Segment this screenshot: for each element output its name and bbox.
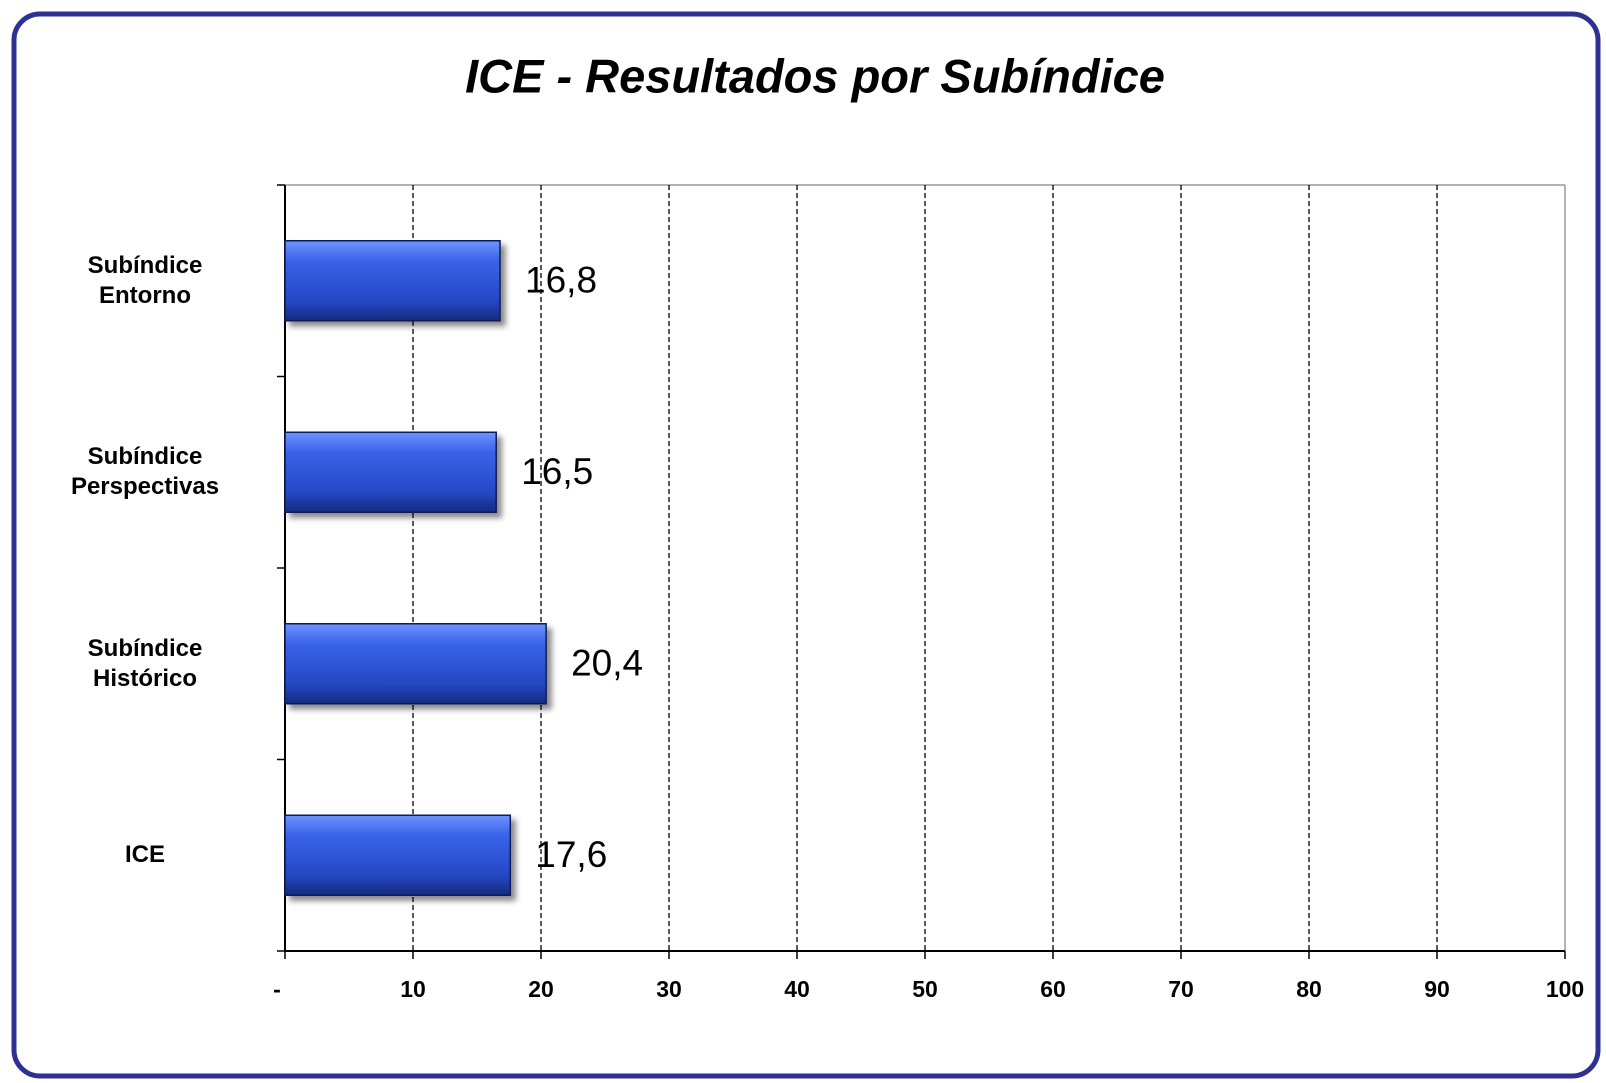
value-label: 17,6 bbox=[535, 834, 607, 875]
x-tick-label: 80 bbox=[1296, 976, 1322, 1002]
x-tick-label: 20 bbox=[528, 976, 554, 1002]
x-tick-label: 50 bbox=[912, 976, 938, 1002]
x-tick-label: 90 bbox=[1424, 976, 1450, 1002]
bar bbox=[284, 240, 501, 322]
x-tick-label: 70 bbox=[1168, 976, 1194, 1002]
bar bbox=[284, 431, 497, 513]
value-label: 20,4 bbox=[571, 643, 643, 684]
x-tick-label: 60 bbox=[1040, 976, 1066, 1002]
x-tick-label: 40 bbox=[784, 976, 810, 1002]
value-label: 16,8 bbox=[525, 260, 597, 301]
bar bbox=[284, 623, 547, 705]
y-tick-label: Subíndice Entorno bbox=[87, 251, 203, 309]
y-tick-label: Subíndice Perspectivas bbox=[70, 443, 220, 501]
value-label: 16,5 bbox=[521, 451, 593, 492]
x-tick-label: 100 bbox=[1546, 976, 1584, 1002]
y-tick-label: Subíndice Histórico bbox=[87, 634, 203, 692]
chart-title: ICE - Resultados por Subíndice bbox=[465, 49, 1165, 102]
x-tick-label: 30 bbox=[656, 976, 682, 1002]
x-tick-label: - bbox=[273, 976, 281, 1002]
y-tick-label: ICE bbox=[124, 841, 165, 869]
chart-border bbox=[11, 11, 1601, 1079]
bar bbox=[284, 814, 512, 896]
x-tick-label: 10 bbox=[400, 976, 426, 1002]
